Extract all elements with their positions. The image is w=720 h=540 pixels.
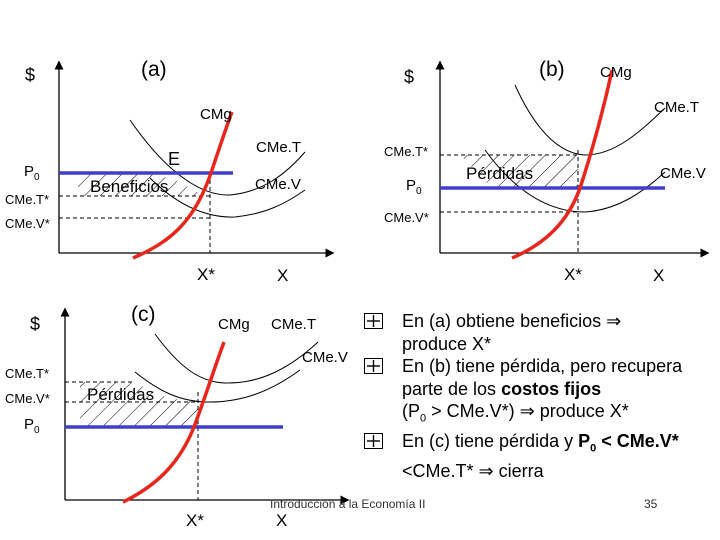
arrow-symbol: ⇒ (478, 461, 494, 482)
bullet-a: En (a) obtiene beneficios ⇒ produce X* (362, 310, 714, 355)
panel-c-title: (c) (131, 303, 156, 326)
panel-c-cmet-curve (154, 333, 319, 384)
bullet-b-sub: 0 (420, 412, 427, 425)
bullet-c-sub: 0 (590, 442, 597, 455)
panel-c-x-label: X (276, 511, 287, 530)
explanation-bullets: En (a) obtiene beneficios ⇒ produce X* E… (362, 310, 714, 504)
bullet-b-end: produce X* (534, 401, 629, 421)
panel-a-cmev-curve (149, 177, 306, 218)
panel-a-x-label: X (277, 266, 288, 285)
bullet-marker-icon (364, 433, 383, 450)
panel-b-cmev-star-label: CMe.V* (384, 210, 429, 225)
bullet-c: En (c) tiene pérdida y P0 < CMe.V* <CMe.T… (362, 430, 714, 483)
panel-c-y-label: $ (30, 314, 40, 334)
page-number: 35 (644, 497, 658, 511)
panel-a-point-e: E (168, 149, 180, 169)
bullet-b-text: En (b) tiene pérdida (402, 356, 561, 376)
panel-b-cmg-label: CMg (600, 64, 632, 81)
bullet-b-p: (P (402, 401, 420, 421)
bullet-b-mid: , pero recupera parte de los (402, 356, 683, 399)
panel-a-cmet-curve (129, 119, 306, 196)
panel-c-cmg-label: CMg (218, 316, 250, 333)
panel-c-p0-label: P0 (24, 416, 40, 436)
panel-c-cmev-label: CMe.V (302, 349, 348, 366)
panel-a: $ (a) CMg CMe.T CMe.V E Beneficios P0 CM… (5, 58, 335, 285)
panel-b-cmet-curve (514, 84, 666, 156)
panel-b: $ (b) CMg CMe.T CMe.V Pérdidas CMe.T* P0… (384, 58, 710, 285)
bullet-a-end: produce X* (402, 333, 492, 354)
panel-c-cmet-star-label: CMe.T* (5, 366, 49, 381)
panel-c-loss-label: Pérdidas (87, 385, 154, 404)
bullet-b-bold: costos fijos (501, 378, 602, 399)
panel-b-title: (b) (539, 58, 565, 81)
bullet-c-p: P (578, 431, 591, 452)
bullet-c-end: cierra (493, 461, 544, 482)
panel-a-cmev-star-label: CMe.V* (5, 216, 50, 231)
panel-b-cmg-curve (511, 69, 614, 260)
panel-c: $ (c) CMg CMe.T CMe.V Pérdidas CMe.T* CM… (5, 303, 350, 530)
panel-a-title: (a) (141, 58, 167, 81)
footer-text: Introducción a la Economía II (270, 497, 426, 511)
panel-a-cmg-label: CMg (200, 106, 232, 123)
bullet-c-line2: <CMe.T* (402, 461, 479, 482)
panel-a-x-star-label: X* (197, 265, 215, 284)
bullet-marker-icon (364, 313, 383, 329)
panel-c-cmev-star-label: CMe.V* (5, 391, 50, 406)
panel-a-profit-label: Beneficios (90, 177, 168, 196)
panel-a-y-label: $ (25, 65, 35, 85)
bullet-marker-icon (364, 358, 383, 374)
arrow-symbol: ⇒ (519, 401, 535, 421)
panel-c-cmev-curve (134, 369, 301, 403)
panel-b-cmet-star-label: CMe.T* (384, 144, 428, 159)
panel-a-p0-label: P0 (24, 163, 40, 183)
panel-b-cmev-label: CMe.V (660, 165, 706, 182)
bullet-c-cond: < CMe.V* (596, 431, 679, 452)
bullet-a-text: En (a) obtiene beneficios (402, 311, 607, 331)
panel-a-cmet-label: CMe.T (256, 139, 301, 156)
panel-a-cmg-curve (132, 111, 234, 260)
panel-c-x-star-label: X* (186, 511, 204, 530)
panel-c-cmet-label: CMe.T (271, 316, 316, 333)
panel-b-p0-label: P0 (406, 177, 422, 197)
arrow-symbol: ⇒ (606, 311, 622, 331)
panel-b-loss-label: Pérdidas (466, 164, 533, 183)
bullet-b: En (b) tiene pérdida, pero recupera part… (362, 355, 714, 430)
panel-b-cmev-curve (484, 149, 666, 213)
panel-b-x-label: X (653, 266, 664, 285)
bullet-c-text: En (c) tiene pérdida y (402, 431, 579, 452)
panel-c-cmg-curve (122, 341, 226, 504)
bullet-b-cond: > CMe.V*) (426, 401, 520, 421)
panel-a-cmet-star-label: CMe.T* (5, 192, 49, 207)
panel-b-x-star-label: X* (564, 265, 582, 284)
panel-a-cmev-label: CMe.V (255, 176, 301, 193)
panel-b-cmet-label: CMe.T (654, 99, 699, 116)
panel-b-y-label: $ (404, 67, 414, 87)
